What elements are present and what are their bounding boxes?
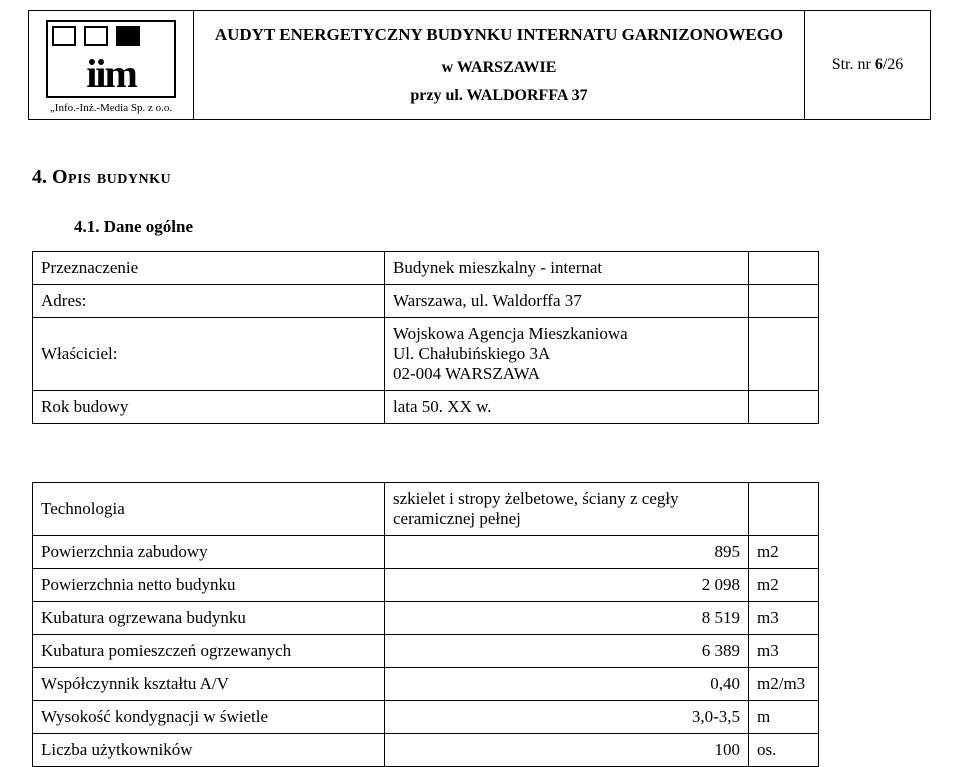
page: iim „Info.-Inż.-Media Sp. z o.o. AUDYT E… (0, 0, 959, 725)
row-unit (749, 285, 819, 318)
table-row: Właściciel:Wojskowa Agencja Mieszkaniowa… (33, 318, 819, 391)
row-value: 895 (385, 536, 749, 569)
row-label: Wysokość kondygnacji w świetle (33, 701, 385, 734)
row-value: Warszawa, ul. Waldorffa 37 (385, 285, 749, 318)
table-row: PrzeznaczenieBudynek mieszkalny - intern… (33, 252, 819, 285)
page-current: 6 (875, 56, 883, 73)
row-unit: m2 (749, 536, 819, 569)
row-unit: os. (749, 734, 819, 767)
logo-square-icon (52, 26, 76, 46)
header-page-cell: Str. nr 6/26 (805, 11, 930, 119)
row-unit: m2/m3 (749, 668, 819, 701)
subsection-heading: 4.1. Dane ogólne (74, 217, 931, 237)
row-value: 2 098 (385, 569, 749, 602)
table-row: Rok budowylata 50. XX w. (33, 391, 819, 424)
row-value: 0,40 (385, 668, 749, 701)
row-unit: m (749, 701, 819, 734)
row-label: Kubatura pomieszczeń ogrzewanych (33, 635, 385, 668)
doc-title-line2: w WARSZAWIE (204, 59, 794, 77)
table-row: Technologiaszkielet i stropy żelbetowe, … (33, 483, 819, 536)
row-unit: m3 (749, 635, 819, 668)
table-row: Powierzchnia zabudowy895m2 (33, 536, 819, 569)
building-metrics-table: Technologiaszkielet i stropy żelbetowe, … (32, 482, 819, 767)
row-unit (749, 318, 819, 391)
page-total: 26 (887, 56, 903, 73)
row-value: 100 (385, 734, 749, 767)
row-label: Powierzchnia netto budynku (33, 569, 385, 602)
page-number: Str. nr 6/26 (832, 56, 904, 74)
subsection-number: 4.1. (74, 217, 100, 236)
doc-title-line1: AUDYT ENERGETYCZNY BUDYNKU INTERNATU GAR… (204, 25, 794, 45)
row-label: Liczba użytkowników (33, 734, 385, 767)
row-label: Właściciel: (33, 318, 385, 391)
table-row: Współczynnik kształtu A/V0,40m2/m3 (33, 668, 819, 701)
subsection-title: Dane ogólne (104, 217, 193, 236)
row-value: szkielet i stropy żelbetowe, ściany z ce… (385, 483, 749, 536)
table-spacer (28, 424, 931, 468)
row-unit (749, 252, 819, 285)
header-center: AUDYT ENERGETYCZNY BUDYNKU INTERNATU GAR… (194, 11, 805, 119)
row-value: 3,0-3,5 (385, 701, 749, 734)
table-row: Adres:Warszawa, ul. Waldorffa 37 (33, 285, 819, 318)
logo-text: iim (48, 54, 174, 94)
table-row: Kubatura pomieszczeń ogrzewanych6 389m3 (33, 635, 819, 668)
table-row: Powierzchnia netto budynku2 098m2 (33, 569, 819, 602)
row-unit (749, 483, 819, 536)
row-value: 6 389 (385, 635, 749, 668)
row-label: Kubatura ogrzewana budynku (33, 602, 385, 635)
logo-square-icon (84, 26, 108, 46)
general-info-table: PrzeznaczenieBudynek mieszkalny - intern… (32, 251, 819, 424)
section-title: Opis budynku (52, 166, 171, 188)
row-label: Współczynnik kształtu A/V (33, 668, 385, 701)
section-heading: 4. Opis budynku (32, 166, 931, 189)
company-logo: iim (46, 20, 176, 98)
row-label: Przeznaczenie (33, 252, 385, 285)
row-value: 8 519 (385, 602, 749, 635)
row-unit: m2 (749, 569, 819, 602)
table-row: Wysokość kondygnacji w świetle3,0-3,5m (33, 701, 819, 734)
row-label: Powierzchnia zabudowy (33, 536, 385, 569)
logo-caption: „Info.-Inż.-Media Sp. z o.o. (50, 102, 172, 114)
row-unit (749, 391, 819, 424)
doc-title-line3: przy ul. WALDORFFA 37 (204, 87, 794, 105)
logo-square-filled-icon (116, 26, 140, 46)
header: iim „Info.-Inż.-Media Sp. z o.o. AUDYT E… (28, 10, 931, 120)
section-number: 4. (32, 166, 47, 188)
row-label: Rok budowy (33, 391, 385, 424)
row-unit: m3 (749, 602, 819, 635)
header-logo-cell: iim „Info.-Inż.-Media Sp. z o.o. (29, 11, 194, 119)
page-prefix: Str. nr (832, 56, 875, 73)
table-row: Kubatura ogrzewana budynku8 519m3 (33, 602, 819, 635)
row-label: Adres: (33, 285, 385, 318)
row-value: Budynek mieszkalny - internat (385, 252, 749, 285)
row-value: lata 50. XX w. (385, 391, 749, 424)
table-row: Liczba użytkowników100os. (33, 734, 819, 767)
row-label: Technologia (33, 483, 385, 536)
row-value: Wojskowa Agencja Mieszkaniowa Ul. Chałub… (385, 318, 749, 391)
